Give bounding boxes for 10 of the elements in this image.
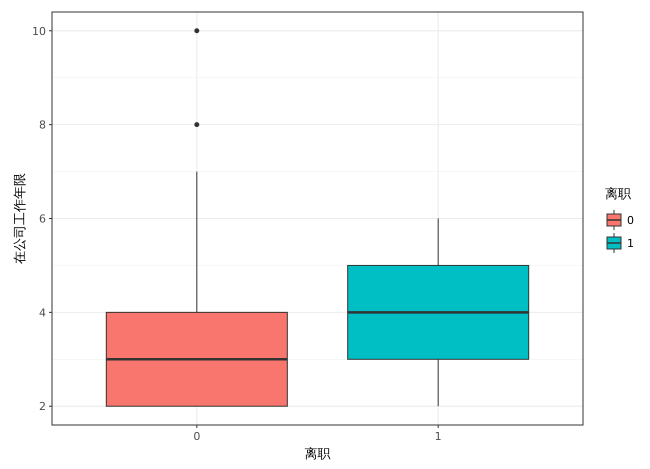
legend-label: 0	[627, 214, 634, 227]
legend-title: 离职	[605, 186, 631, 202]
y-tick-label: 2	[39, 400, 46, 414]
y-tick-label: 8	[39, 118, 46, 132]
legend-label: 1	[627, 237, 634, 250]
y-axis-title: 在公司工作年限	[13, 173, 28, 264]
y-tick-label: 6	[39, 212, 46, 226]
x-axis-title: 离职	[304, 446, 330, 462]
y-tick-label: 4	[39, 306, 46, 320]
y-tick-label: 10	[32, 24, 46, 38]
